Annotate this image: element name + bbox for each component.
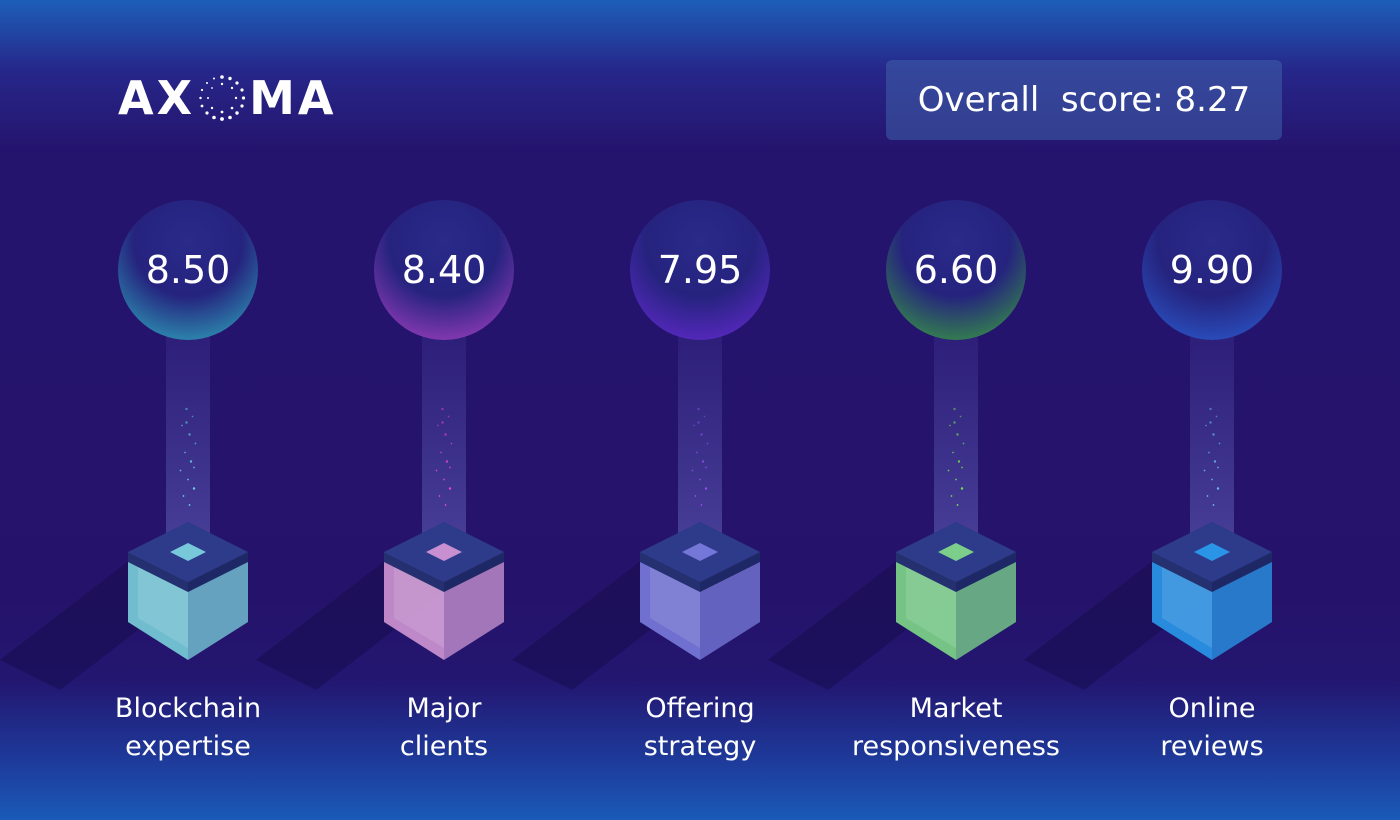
particle-dots [435,407,453,506]
particle-dots [947,407,965,506]
score-value: 8.40 [401,248,487,292]
pillar-blockchain-expertise: 8.50 Blockchain expertise [98,200,278,780]
pillar-market-responsiveness: 6.60 Market responsiveness [852,200,1060,780]
overall-score-box: Overall score: 8.27 [886,60,1282,140]
score-circle: 8.50 [118,200,258,340]
label-line-2: strategy [643,731,757,762]
glass-cube-icon [128,522,248,660]
logo-ring-icon [199,75,246,121]
label-line-1: Market [909,693,1003,724]
label-line-1: Offering [645,693,755,724]
pillar-label: Offering strategy [570,690,830,766]
light-beam [934,330,978,560]
label-line-2: expertise [125,731,251,762]
light-beam [422,330,466,560]
score-value: 9.90 [1169,248,1255,292]
particle-dots [691,407,709,506]
particle-dots [179,407,197,506]
label-line-1: Blockchain [114,693,262,724]
label-line-1: Online [1168,693,1256,724]
label-line-2: reviews [1160,731,1264,762]
score-circle: 8.40 [374,200,514,340]
pillar-online-reviews: 9.90 Online reviews [1122,200,1302,780]
pillar-label: Blockchain expertise [58,690,318,766]
glass-cube-icon [1152,522,1272,660]
logo-text-left: AX [118,71,196,125]
glass-cube-icon [640,522,760,660]
light-beam [678,330,722,560]
score-value: 7.95 [657,248,743,292]
pillar-label: Online reviews [1082,690,1342,766]
score-circle: 6.60 [886,200,1026,340]
glass-cube-icon [896,522,1016,660]
score-circle: 9.90 [1142,200,1282,340]
score-value: 6.60 [913,248,999,292]
score-value: 8.50 [145,248,231,292]
overall-score-label: Overall score: 8.27 [917,80,1251,120]
label-line-2: clients [399,731,489,762]
score-circle: 7.95 [630,200,770,340]
axioma-logo: AX MA [118,68,336,128]
pillar-label: Market responsiveness [826,690,1086,766]
label-line-2: responsiveness [852,731,1060,762]
light-beam [166,330,210,560]
label-line-1: Major [406,693,482,724]
light-beam [1190,330,1234,560]
logo-text-right: MA [249,71,337,125]
pillar-label: Major clients [314,690,574,766]
pillar-offering-strategy: 7.95 Offering strategy [610,200,790,780]
glass-cube-icon [384,522,504,660]
pillar-major-clients: 8.40 Major clients [354,200,534,780]
particle-dots [1203,407,1221,506]
